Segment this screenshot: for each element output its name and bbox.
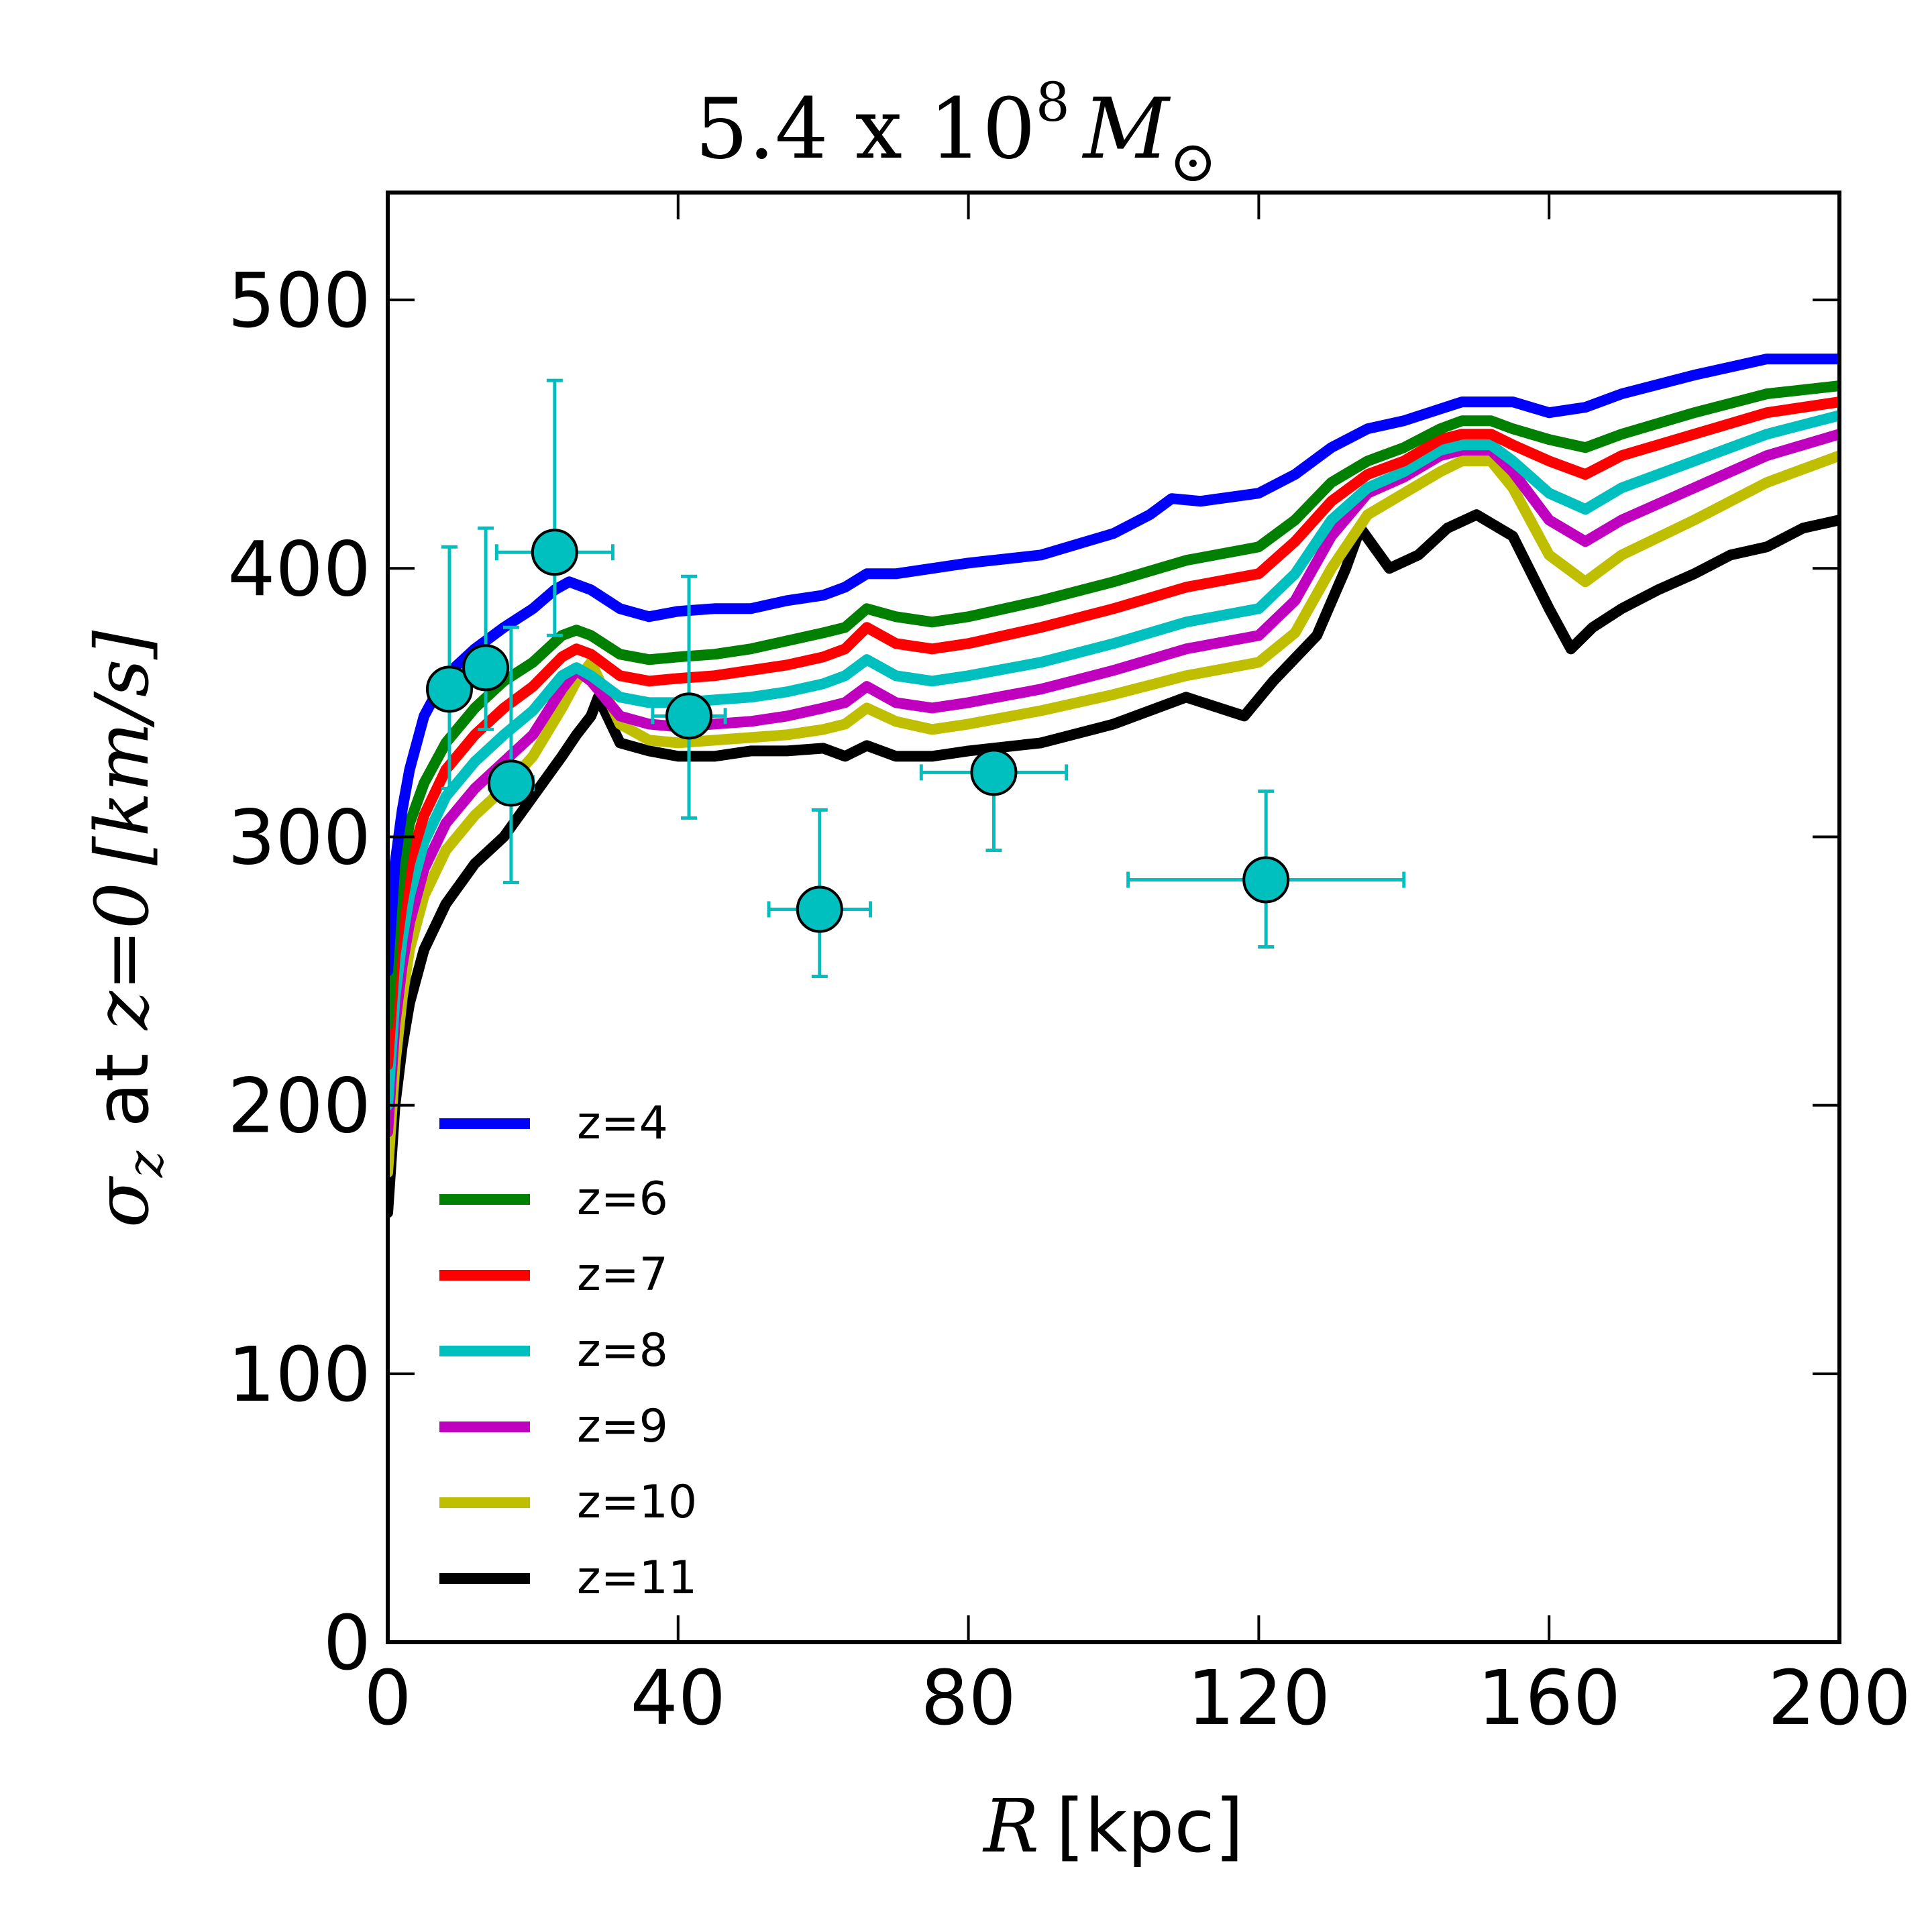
observation-marker (425, 665, 473, 713)
legend-entry-z=6: z=6 (439, 1173, 668, 1226)
y-tick-label: 400 (227, 526, 371, 613)
legend-entry-z=9: z=9 (439, 1400, 668, 1453)
x-tick-label: 200 (1768, 1655, 1911, 1742)
x-tick-label: 0 (364, 1655, 411, 1742)
legend-label: z=6 (577, 1173, 668, 1226)
observation-point-5 (651, 574, 727, 820)
series-line-z=7 (388, 396, 1839, 1071)
y-axis-label: σz at z=0 [km/s] (79, 630, 174, 1228)
legend-label: z=4 (577, 1097, 668, 1150)
observation-point-4 (494, 378, 614, 637)
legend-label: z=11 (577, 1552, 697, 1605)
observation-point-8 (1126, 789, 1406, 949)
y-tick-label: 200 (227, 1063, 371, 1150)
y-axis-sigma-sub: z (115, 1150, 174, 1178)
x-tick-label: 160 (1477, 1655, 1621, 1742)
observation-point-2 (462, 526, 510, 731)
y-tick-label: 0 (323, 1600, 371, 1687)
observation-marker (1242, 856, 1290, 904)
legend-label: z=9 (577, 1400, 668, 1453)
x-axis-label: R [kpc] (982, 1783, 1244, 1869)
y-tick-label: 500 (227, 258, 371, 345)
observation-marker (487, 759, 535, 807)
chart-title: 5.4 x 108 M⊙ (695, 71, 1217, 195)
x-axis-var: R (982, 1783, 1039, 1869)
y-tick-label: 300 (227, 794, 371, 881)
x-axis-unit: [kpc] (1056, 1783, 1244, 1869)
observation-point-1 (425, 545, 473, 790)
plot-frame (386, 191, 1841, 1644)
title-subscript: ⊙ (1169, 129, 1217, 195)
legend-entry-z=10: z=10 (439, 1476, 697, 1529)
observation-point-3 (487, 625, 535, 884)
legend-label: z=7 (577, 1248, 668, 1301)
series-line-z=8 (388, 410, 1839, 1111)
observation-layer (425, 378, 1406, 979)
observation-point-6 (767, 808, 873, 979)
y-tick-label: 100 (227, 1332, 371, 1419)
series-line-z=10 (388, 450, 1839, 1178)
legend-label: z=8 (577, 1324, 668, 1377)
x-tick-label: 40 (631, 1655, 727, 1742)
legend-label: z=10 (577, 1476, 697, 1529)
observation-marker (665, 692, 713, 740)
x-tick-label: 80 (920, 1655, 1016, 1742)
title-unit: M (1082, 80, 1171, 178)
legend: z=4 z=6 z=7 z=8 z=9 z=10 z=11 (439, 1097, 697, 1605)
legend-entry-z=8: z=8 (439, 1324, 668, 1377)
legend-entry-z=11: z=11 (439, 1552, 697, 1605)
title-exponent: 8 (1036, 71, 1070, 133)
observation-marker (462, 644, 510, 692)
title-number: 5.4 x 10 (695, 80, 1036, 178)
observation-point-7 (919, 749, 1069, 852)
y-axis-middle: at (79, 1030, 165, 1150)
legend-entry-z=7: z=7 (439, 1248, 668, 1301)
legend-entry-z=4: z=4 (439, 1097, 668, 1150)
observation-marker (796, 885, 843, 933)
observation-marker (970, 749, 1018, 796)
series-line-z=6 (388, 380, 1839, 1030)
series-line-z=11 (388, 509, 1839, 1218)
y-axis-sigma: σ (79, 1175, 165, 1228)
axes-layer: 0 40 80 120 160 200 0 100 200 300 400 500 (227, 191, 1911, 1742)
y-axis-condition: z=0 (79, 882, 165, 1031)
x-tick-label: 120 (1187, 1655, 1331, 1742)
observation-marker (531, 529, 578, 576)
y-axis-unit: [km/s] (79, 630, 165, 865)
series-layer (388, 354, 1839, 1218)
